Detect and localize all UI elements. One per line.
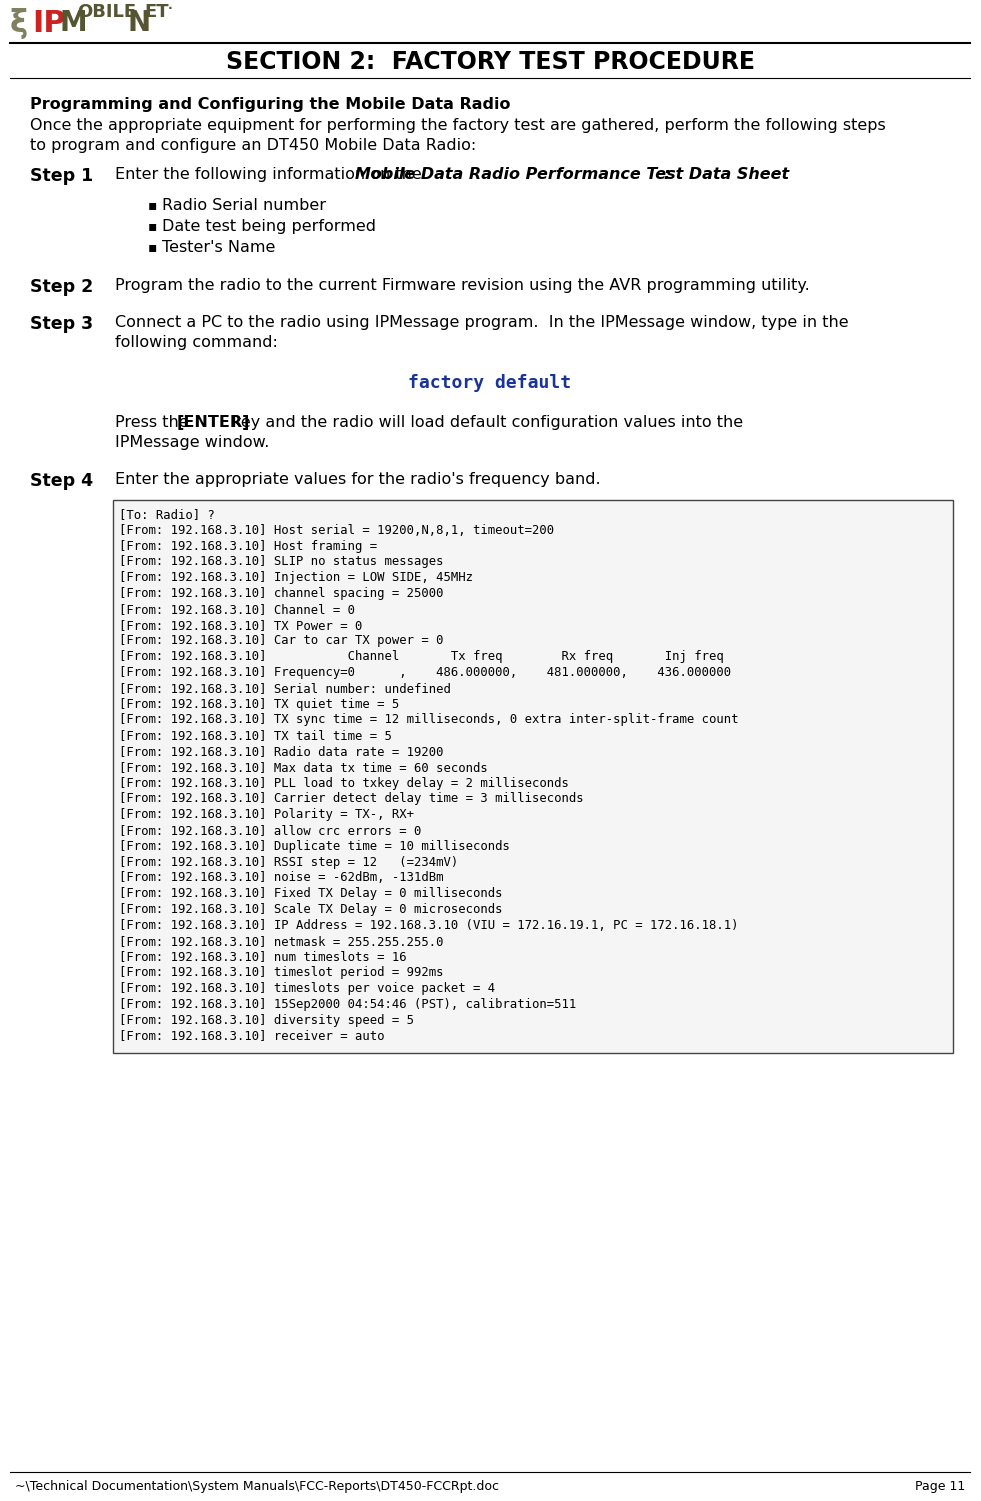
Text: factory default: factory default: [408, 374, 572, 392]
Text: [From: 192.168.3.10] Serial number: undefined: [From: 192.168.3.10] Serial number: unde…: [119, 681, 451, 695]
Text: [ENTER]: [ENTER]: [177, 414, 250, 429]
Text: [From: 192.168.3.10] RSSI step = 12   (=234mV): [From: 192.168.3.10] RSSI step = 12 (=23…: [119, 856, 458, 869]
Text: [From: 192.168.3.10] Radio data rate = 19200: [From: 192.168.3.10] Radio data rate = 1…: [119, 744, 443, 758]
Text: Radio Serial number: Radio Serial number: [162, 198, 326, 213]
Text: [From: 192.168.3.10] num timeslots = 16: [From: 192.168.3.10] num timeslots = 16: [119, 950, 407, 964]
Text: [From: 192.168.3.10] TX quiet time = 5: [From: 192.168.3.10] TX quiet time = 5: [119, 698, 399, 710]
Text: [From: 192.168.3.10] Max data tx time = 60 seconds: [From: 192.168.3.10] Max data tx time = …: [119, 761, 488, 775]
Text: Date test being performed: Date test being performed: [162, 219, 376, 234]
Text: [From: 192.168.3.10] allow crc errors = 0: [From: 192.168.3.10] allow crc errors = …: [119, 824, 422, 838]
Text: [From: 192.168.3.10] Polarity = TX-, RX+: [From: 192.168.3.10] Polarity = TX-, RX+: [119, 808, 414, 821]
Text: Enter the appropriate values for the radio's frequency band.: Enter the appropriate values for the rad…: [115, 471, 600, 486]
Bar: [113, 500, 953, 1054]
Text: [From: 192.168.3.10] channel spacing = 25000: [From: 192.168.3.10] channel spacing = 2…: [119, 587, 443, 600]
Text: .: .: [168, 0, 173, 12]
Text: SECTION 2:  FACTORY TEST PROCEDURE: SECTION 2: FACTORY TEST PROCEDURE: [226, 50, 754, 74]
Text: [From: 192.168.3.10] TX sync time = 12 milliseconds, 0 extra inter-split-frame c: [From: 192.168.3.10] TX sync time = 12 m…: [119, 713, 739, 726]
Text: :: :: [663, 167, 669, 182]
Text: Connect a PC to the radio using IPMessage program.  In the IPMessage window, typ: Connect a PC to the radio using IPMessag…: [115, 315, 849, 330]
Text: M: M: [60, 9, 87, 38]
Text: [From: 192.168.3.10] Channel = 0: [From: 192.168.3.10] Channel = 0: [119, 603, 355, 615]
Text: ~\Technical Documentation\System Manuals\FCC-Reports\DT450-FCCRpt.doc: ~\Technical Documentation\System Manuals…: [15, 1480, 499, 1493]
Text: [From: 192.168.3.10] Car to car TX power = 0: [From: 192.168.3.10] Car to car TX power…: [119, 635, 443, 647]
Text: IPMessage window.: IPMessage window.: [115, 435, 270, 450]
Text: Mobile Data Radio Performance Test Data Sheet: Mobile Data Radio Performance Test Data …: [355, 167, 789, 182]
Text: ▪: ▪: [148, 219, 157, 233]
Text: [From: 192.168.3.10] receiver = auto: [From: 192.168.3.10] receiver = auto: [119, 1030, 385, 1042]
Text: [From: 192.168.3.10] noise = -62dBm, -131dBm: [From: 192.168.3.10] noise = -62dBm, -13…: [119, 872, 443, 884]
Text: [From: 192.168.3.10] Carrier detect delay time = 3 milliseconds: [From: 192.168.3.10] Carrier detect dela…: [119, 793, 584, 806]
Text: OBILE: OBILE: [77, 3, 136, 21]
Text: Programming and Configuring the Mobile Data Radio: Programming and Configuring the Mobile D…: [30, 98, 510, 113]
Text: [To: Radio] ?: [To: Radio] ?: [119, 507, 215, 521]
Text: Step 4: Step 4: [30, 471, 93, 489]
Text: [From: 192.168.3.10] SLIP no status messages: [From: 192.168.3.10] SLIP no status mess…: [119, 555, 443, 569]
Text: [From: 192.168.3.10] TX Power = 0: [From: 192.168.3.10] TX Power = 0: [119, 618, 362, 632]
Text: [From: 192.168.3.10] 15Sep2000 04:54:46 (PST), calibration=511: [From: 192.168.3.10] 15Sep2000 04:54:46 …: [119, 998, 576, 1010]
Text: [From: 192.168.3.10] timeslots per voice packet = 4: [From: 192.168.3.10] timeslots per voice…: [119, 982, 495, 995]
Text: [From: 192.168.3.10] netmask = 255.255.255.0: [From: 192.168.3.10] netmask = 255.255.2…: [119, 935, 443, 947]
Text: [From: 192.168.3.10] Fixed TX Delay = 0 milliseconds: [From: 192.168.3.10] Fixed TX Delay = 0 …: [119, 887, 502, 901]
Text: [From: 192.168.3.10] Duplicate time = 10 milliseconds: [From: 192.168.3.10] Duplicate time = 10…: [119, 839, 510, 853]
Text: [From: 192.168.3.10] timeslot period = 992ms: [From: 192.168.3.10] timeslot period = 9…: [119, 967, 443, 979]
Text: [From: 192.168.3.10] diversity speed = 5: [From: 192.168.3.10] diversity speed = 5: [119, 1013, 414, 1027]
Text: Tester's Name: Tester's Name: [162, 240, 276, 255]
Text: following command:: following command:: [115, 335, 278, 350]
Text: [From: 192.168.3.10] TX tail time = 5: [From: 192.168.3.10] TX tail time = 5: [119, 729, 391, 741]
Text: [From: 192.168.3.10]           Channel       Tx freq        Rx freq       Inj fr: [From: 192.168.3.10] Channel Tx freq Rx …: [119, 650, 724, 663]
Text: [From: 192.168.3.10] Frequency=0      ,    486.000000,    481.000000,    436.000: [From: 192.168.3.10] Frequency=0 , 486.0…: [119, 666, 731, 678]
Text: Page 11: Page 11: [914, 1480, 965, 1493]
Text: ▪: ▪: [148, 198, 157, 212]
Text: [From: 192.168.3.10] IP Address = 192.168.3.10 (VIU = 172.16.19.1, PC = 172.16.1: [From: 192.168.3.10] IP Address = 192.16…: [119, 919, 739, 932]
Text: [From: 192.168.3.10] Host framing =: [From: 192.168.3.10] Host framing =: [119, 539, 377, 552]
Text: N: N: [127, 9, 150, 38]
Text: [From: 192.168.3.10] Host serial = 19200,N,8,1, timeout=200: [From: 192.168.3.10] Host serial = 19200…: [119, 524, 554, 537]
Text: Step 2: Step 2: [30, 278, 93, 296]
Text: ▪: ▪: [148, 240, 157, 254]
Text: [From: 192.168.3.10] Scale TX Delay = 0 microseconds: [From: 192.168.3.10] Scale TX Delay = 0 …: [119, 904, 502, 916]
Text: ξ: ξ: [10, 8, 28, 39]
Text: to program and configure an DT450 Mobile Data Radio:: to program and configure an DT450 Mobile…: [30, 138, 476, 153]
Text: [From: 192.168.3.10] Injection = LOW SIDE, 45MHz: [From: 192.168.3.10] Injection = LOW SID…: [119, 572, 473, 584]
Text: [From: 192.168.3.10] PLL load to txkey delay = 2 milliseconds: [From: 192.168.3.10] PLL load to txkey d…: [119, 776, 569, 790]
Text: Press the: Press the: [115, 414, 194, 429]
Text: Once the appropriate equipment for performing the factory test are gathered, per: Once the appropriate equipment for perfo…: [30, 119, 886, 134]
Text: Enter the following information on the: Enter the following information on the: [115, 167, 427, 182]
Text: Program the radio to the current Firmware revision using the AVR programming uti: Program the radio to the current Firmwar…: [115, 278, 809, 293]
Text: Step 1: Step 1: [30, 167, 93, 185]
Text: key and the radio will load default configuration values into the: key and the radio will load default conf…: [227, 414, 743, 429]
Text: Step 3: Step 3: [30, 315, 93, 333]
Text: ET: ET: [144, 3, 169, 21]
Text: IP: IP: [32, 9, 66, 38]
